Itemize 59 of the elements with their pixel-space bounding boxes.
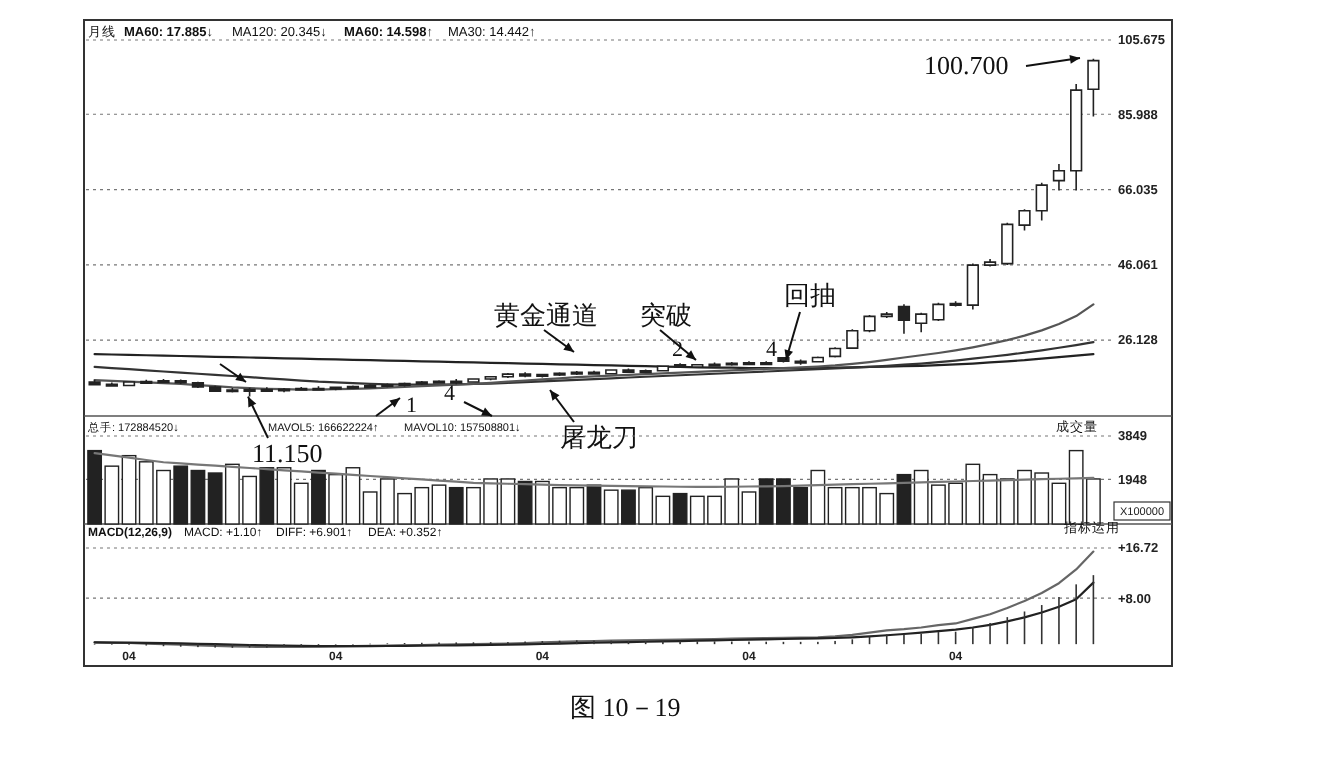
candlestick — [295, 386, 308, 392]
candlestick — [897, 303, 911, 335]
candlestick — [570, 370, 583, 376]
candlestick — [346, 384, 360, 390]
candlestick — [157, 378, 170, 384]
candlestick — [260, 386, 273, 393]
candlestick — [432, 379, 446, 385]
candlestick — [209, 385, 222, 393]
candlestick — [1087, 57, 1100, 118]
annotation: 屠龙刀 — [560, 422, 638, 452]
candlestick — [932, 302, 945, 322]
annotation: 4 — [444, 382, 456, 406]
candlestick — [501, 372, 515, 379]
candlestick — [450, 378, 463, 386]
candlestick — [277, 387, 291, 394]
candlestick — [1052, 163, 1066, 192]
candlestick — [398, 381, 411, 388]
annotation: 1 — [406, 394, 417, 418]
caption: 图 10－19 — [570, 692, 681, 722]
candlestick — [518, 371, 532, 378]
candlestick — [915, 311, 928, 334]
annotation: 黄金通道 — [494, 300, 598, 330]
line-series — [93, 581, 1095, 648]
candlestick — [777, 356, 790, 364]
candlestick — [587, 369, 601, 376]
line-series — [93, 353, 1095, 370]
candlestick — [846, 328, 859, 350]
candlestick — [105, 381, 118, 387]
candlestick — [1070, 83, 1083, 192]
candlestick — [966, 262, 979, 311]
candlestick — [880, 311, 893, 319]
annotation: 11.150 — [252, 438, 323, 468]
candlestick — [122, 380, 136, 387]
candlestick — [1035, 182, 1048, 222]
candlestick — [484, 375, 497, 381]
candlestick — [1018, 208, 1031, 232]
candlestick — [381, 382, 394, 389]
annotation: 100.700 — [924, 50, 1009, 80]
candlestick — [949, 300, 962, 308]
candlestick — [467, 377, 480, 384]
candlestick — [536, 372, 549, 379]
candlestick — [329, 385, 342, 392]
candlestick — [828, 346, 842, 359]
candlestick — [415, 380, 428, 386]
candlestick — [553, 371, 566, 377]
candlestick — [191, 380, 205, 389]
candlestick — [1001, 222, 1014, 266]
candlestick — [983, 258, 997, 268]
candlestick — [226, 387, 239, 394]
candlestick — [174, 378, 187, 385]
annotation: 回抽 — [784, 280, 836, 310]
candlestick — [88, 378, 101, 386]
candlestick — [364, 383, 377, 389]
candlestick — [863, 314, 876, 334]
candlestick — [312, 385, 325, 391]
line-series — [93, 340, 1095, 386]
candlestick — [140, 378, 153, 385]
annotation: 突破 — [640, 300, 692, 330]
annotation: 4 — [766, 338, 778, 362]
